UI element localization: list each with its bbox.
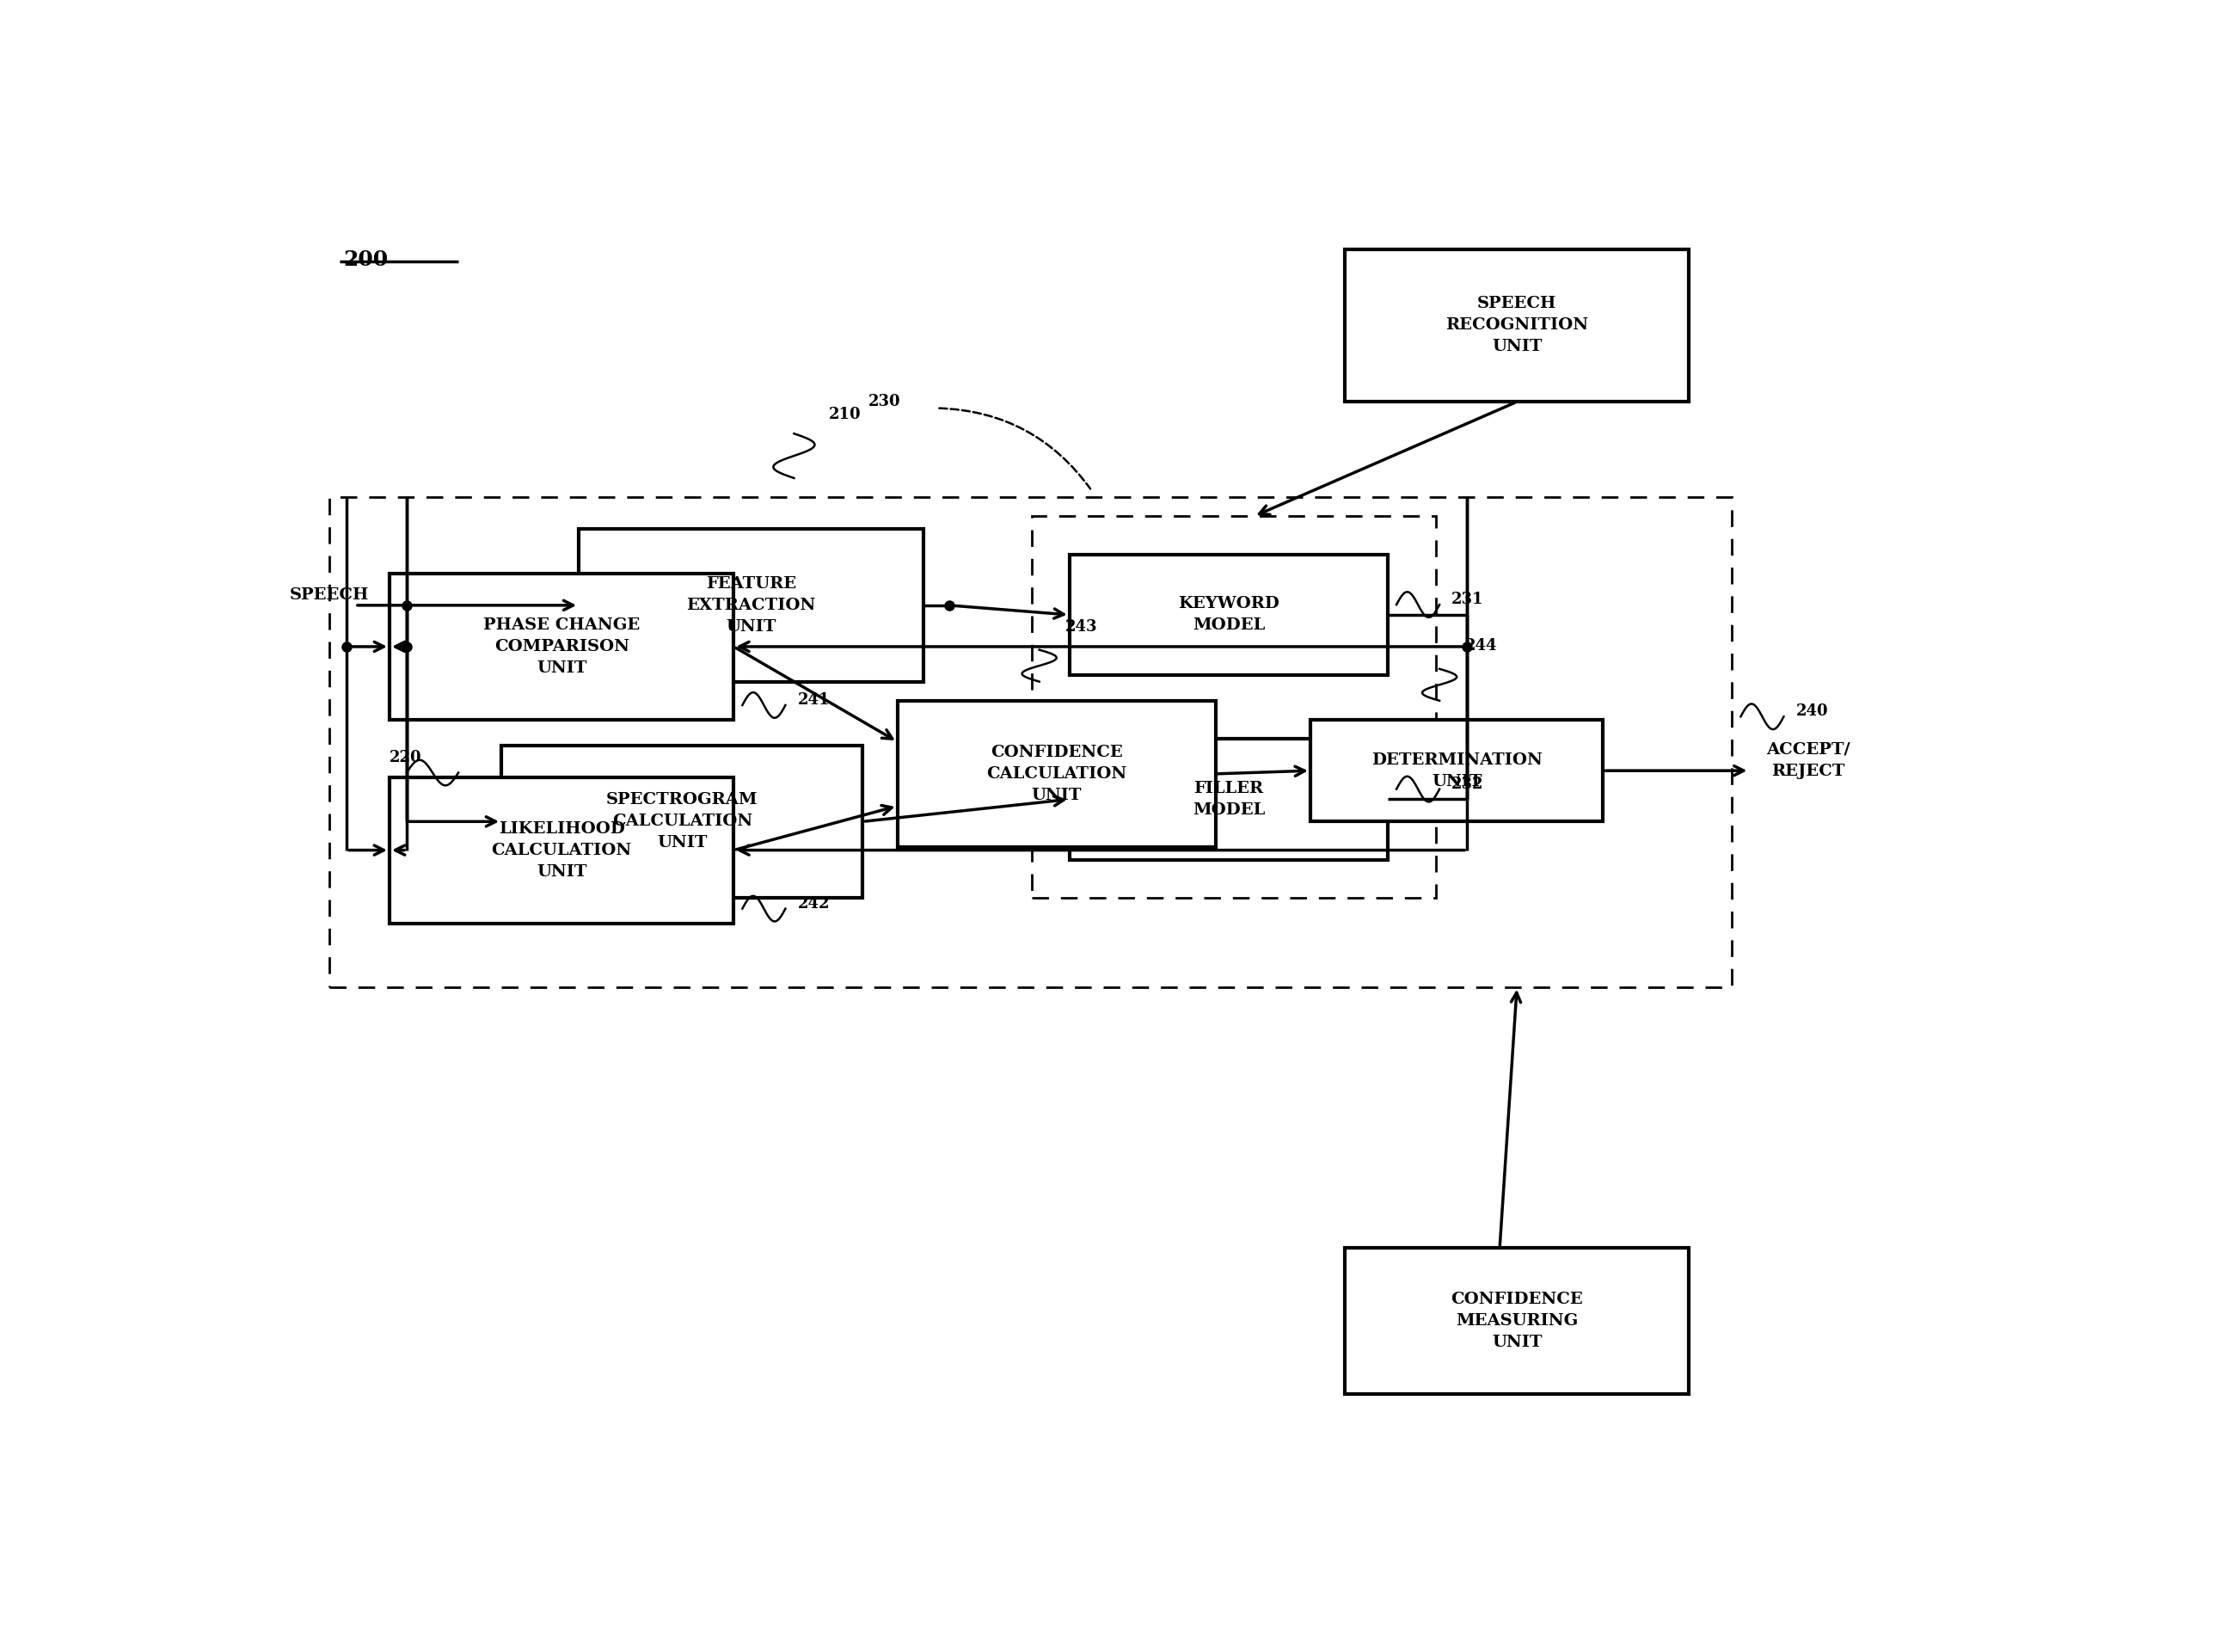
Bar	[329, 497, 1732, 986]
Bar	[1346, 1247, 1690, 1394]
Text: 244: 244	[1466, 638, 1497, 654]
Text: FEATURE
EXTRACTION
UNIT: FEATURE EXTRACTION UNIT	[686, 577, 815, 634]
Bar	[580, 529, 924, 682]
Text: 232: 232	[1453, 776, 1484, 791]
Text: 240: 240	[1797, 704, 1828, 719]
Text: PHASE CHANGE
COMPARISON
UNIT: PHASE CHANGE COMPARISON UNIT	[484, 618, 640, 676]
Text: 200: 200	[342, 249, 389, 269]
Bar	[1071, 555, 1388, 676]
Text: KEYWORD
MODEL: KEYWORD MODEL	[1177, 596, 1279, 633]
Bar	[389, 776, 733, 923]
Text: 230: 230	[868, 395, 900, 410]
Bar	[389, 573, 733, 720]
Text: LIKELIHOOD
CALCULATION
UNIT: LIKELIHOOD CALCULATION UNIT	[491, 821, 631, 879]
Text: SPEECH
RECOGNITION
UNIT: SPEECH RECOGNITION UNIT	[1446, 296, 1588, 355]
Text: ACCEPT/
REJECT: ACCEPT/ REJECT	[1766, 742, 1850, 780]
Text: 231: 231	[1453, 591, 1484, 608]
Bar	[1071, 738, 1388, 859]
Bar	[1346, 249, 1690, 401]
Text: CONFIDENCE
CALCULATION
UNIT: CONFIDENCE CALCULATION UNIT	[986, 745, 1126, 803]
Text: 210: 210	[828, 406, 862, 423]
Text: 241: 241	[797, 692, 831, 707]
Bar	[502, 745, 862, 899]
Bar	[1031, 515, 1437, 899]
Bar	[1310, 720, 1604, 821]
Text: SPECTROGRAM
CALCULATION
UNIT: SPECTROGRAM CALCULATION UNIT	[606, 793, 757, 851]
Text: 242: 242	[797, 895, 831, 912]
Text: CONFIDENCE
MEASURING
UNIT: CONFIDENCE MEASURING UNIT	[1450, 1292, 1584, 1350]
Bar	[897, 700, 1215, 847]
Text: FILLER
MODEL: FILLER MODEL	[1193, 781, 1264, 818]
Text: DETERMINATION
UNIT: DETERMINATION UNIT	[1370, 752, 1541, 790]
Text: 220: 220	[389, 750, 422, 765]
Text: SPEECH: SPEECH	[289, 588, 369, 603]
Text: 243: 243	[1066, 620, 1097, 634]
